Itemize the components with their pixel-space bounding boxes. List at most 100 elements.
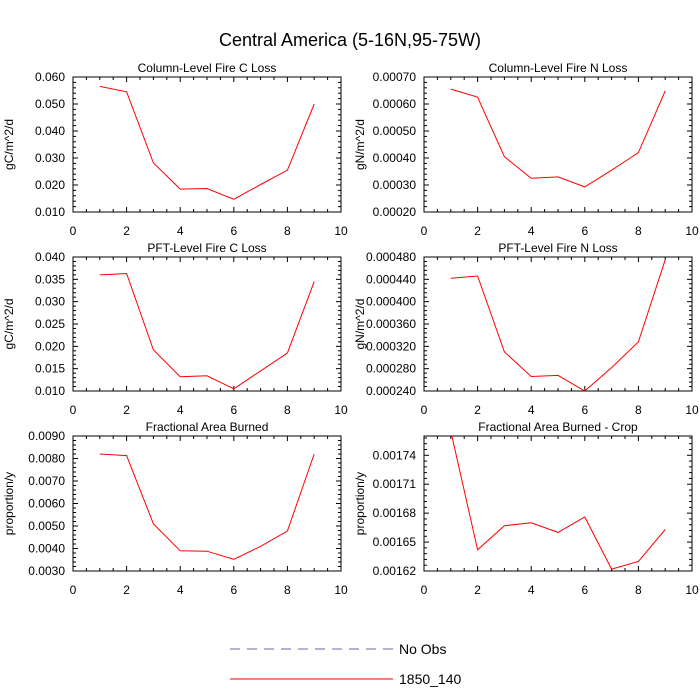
x-tick-label: 6 bbox=[581, 583, 588, 597]
panel-2: 0 2 4 6 8 10 0.00020 0.00030 0.00040 0.00050 0.000… bbox=[353, 61, 699, 238]
y-axis-label: gC/m^2/d bbox=[2, 299, 16, 350]
panel-1: 0 2 4 6 8 10 0.010 0.020 0.030 0.040 0.050 0.060 Col… bbox=[2, 61, 348, 238]
y-tick-label: 0.020 bbox=[35, 339, 65, 353]
series-line-1850_140 bbox=[450, 259, 666, 391]
y-tick-label: 0.010 bbox=[35, 384, 65, 398]
x-tick-label: 4 bbox=[528, 583, 535, 597]
x-tick-label: 0 bbox=[421, 224, 428, 238]
x-tick-label: 10 bbox=[685, 583, 699, 597]
x-tick-label: 2 bbox=[474, 224, 481, 238]
x-tick-label: 6 bbox=[581, 403, 588, 417]
x-tick-label: 2 bbox=[123, 583, 130, 597]
x-tick-label: 0 bbox=[70, 403, 77, 417]
x-tick-label: 4 bbox=[177, 403, 184, 417]
x-tick-label: 10 bbox=[334, 403, 348, 417]
main-title: Central America (5-16N,95-75W) bbox=[219, 30, 481, 50]
x-tick-label: 4 bbox=[177, 224, 184, 238]
x-tick-label: 10 bbox=[685, 224, 699, 238]
x-tick-label: 2 bbox=[474, 583, 481, 597]
x-tick-label: 0 bbox=[70, 583, 77, 597]
x-tick-label: 0 bbox=[70, 224, 77, 238]
x-tick-label: 8 bbox=[635, 224, 642, 238]
y-tick-label: 0.00020 bbox=[373, 205, 417, 219]
y-tick-label: 0.015 bbox=[35, 362, 65, 376]
x-tick-label: 0 bbox=[421, 583, 428, 597]
y-axis-label: gN/m^2/d bbox=[353, 119, 367, 170]
x-tick-label: 2 bbox=[123, 403, 130, 417]
legend-label-1: No Obs bbox=[399, 641, 446, 657]
y-tick-label: 0.025 bbox=[35, 317, 65, 331]
panel-5: 0 2 4 6 8 10 0.0030 0.0040 0.0050 0.0060 0.0070 0.0… bbox=[2, 420, 348, 597]
x-tick-label: 8 bbox=[635, 583, 642, 597]
y-axis-label: gN/m^2/d bbox=[353, 299, 367, 350]
y-tick-label: 0.020 bbox=[35, 178, 65, 192]
x-tick-label: 8 bbox=[284, 224, 291, 238]
panel-title: Column-Level Fire N Loss bbox=[489, 61, 628, 75]
plot-frame bbox=[72, 76, 342, 213]
y-tick-label: 0.000480 bbox=[366, 250, 416, 264]
y-tick-label: 0.0040 bbox=[28, 542, 65, 556]
y-tick-label: 0.00171 bbox=[373, 477, 417, 491]
series-line-1850_140 bbox=[99, 85, 315, 200]
series-line-1850_140 bbox=[451, 436, 666, 570]
y-tick-label: 0.000400 bbox=[366, 295, 416, 309]
y-tick-label: 0.00050 bbox=[373, 124, 417, 138]
y-tick-label: 0.00070 bbox=[373, 70, 417, 84]
x-tick-label: 8 bbox=[284, 583, 291, 597]
x-tick-label: 6 bbox=[230, 224, 237, 238]
x-tick-label: 4 bbox=[177, 583, 184, 597]
plot-frame bbox=[72, 256, 342, 392]
y-tick-label: 0.050 bbox=[35, 97, 65, 111]
x-tick-label: 2 bbox=[123, 224, 130, 238]
y-tick-label: 0.00162 bbox=[373, 564, 417, 578]
x-tick-label: 6 bbox=[230, 403, 237, 417]
series-line-1850_140 bbox=[450, 88, 666, 188]
panel-title: Fractional Area Burned - Crop bbox=[478, 420, 638, 434]
y-axis-label: gC/m^2/d bbox=[2, 119, 16, 170]
y-tick-label: 0.035 bbox=[35, 272, 65, 286]
chart-panels: 0 2 4 6 8 10 0.010 0.020 0.030 0.040 0.050 0.060 Col… bbox=[2, 61, 699, 597]
y-tick-label: 0.000280 bbox=[366, 362, 416, 376]
y-tick-label: 0.0080 bbox=[28, 452, 65, 466]
y-tick-label: 0.0050 bbox=[28, 519, 65, 533]
y-tick-label: 0.0030 bbox=[28, 564, 65, 578]
y-tick-label: 0.060 bbox=[35, 70, 65, 84]
y-tick-label: 0.010 bbox=[35, 205, 65, 219]
plot-frame bbox=[423, 76, 693, 213]
y-tick-label: 0.0070 bbox=[28, 474, 65, 488]
y-tick-label: 0.00168 bbox=[373, 506, 417, 520]
y-tick-label: 0.000360 bbox=[366, 317, 416, 331]
panel-6: 0 2 4 6 8 10 0.00162 0.00165 0.00168 0.00171 0.001… bbox=[353, 420, 699, 597]
y-tick-label: 0.00060 bbox=[373, 97, 417, 111]
x-tick-label: 10 bbox=[334, 583, 348, 597]
y-axis-label: proportion/y bbox=[353, 472, 367, 535]
y-tick-label: 0.000240 bbox=[366, 384, 416, 398]
y-tick-label: 0.000440 bbox=[366, 272, 416, 286]
y-tick-label: 0.000320 bbox=[366, 339, 416, 353]
y-tick-label: 0.00040 bbox=[373, 151, 417, 165]
y-tick-label: 0.030 bbox=[35, 151, 65, 165]
x-tick-label: 2 bbox=[474, 403, 481, 417]
x-tick-label: 6 bbox=[230, 583, 237, 597]
x-tick-label: 10 bbox=[334, 224, 348, 238]
y-tick-label: 0.040 bbox=[35, 250, 65, 264]
series-line-1850_140 bbox=[99, 453, 315, 560]
y-tick-label: 0.0060 bbox=[28, 497, 65, 511]
plot-frame bbox=[423, 435, 693, 572]
series-line-1850_140 bbox=[99, 272, 315, 390]
x-tick-label: 10 bbox=[685, 403, 699, 417]
panel-title: PFT-Level Fire C Loss bbox=[147, 241, 266, 255]
panel-4: 0 2 4 6 8 10 0.000240 0.000280 0.000320 0.000360 0… bbox=[353, 241, 699, 417]
x-tick-label: 8 bbox=[284, 403, 291, 417]
panel-3: 0 2 4 6 8 10 0.010 0.015 0.020 0.025 0.030 0.035 0.0… bbox=[2, 241, 348, 417]
x-tick-label: 6 bbox=[581, 224, 588, 238]
x-tick-label: 4 bbox=[528, 224, 535, 238]
y-tick-label: 0.040 bbox=[35, 124, 65, 138]
y-tick-label: 0.0090 bbox=[28, 429, 65, 443]
y-tick-label: 0.00165 bbox=[373, 535, 417, 549]
panel-title: Fractional Area Burned bbox=[146, 420, 269, 434]
legend: No Obs 1850_140 bbox=[230, 641, 462, 687]
panel-title: Column-Level Fire C Loss bbox=[138, 61, 277, 75]
x-tick-label: 0 bbox=[421, 403, 428, 417]
y-tick-label: 0.030 bbox=[35, 295, 65, 309]
